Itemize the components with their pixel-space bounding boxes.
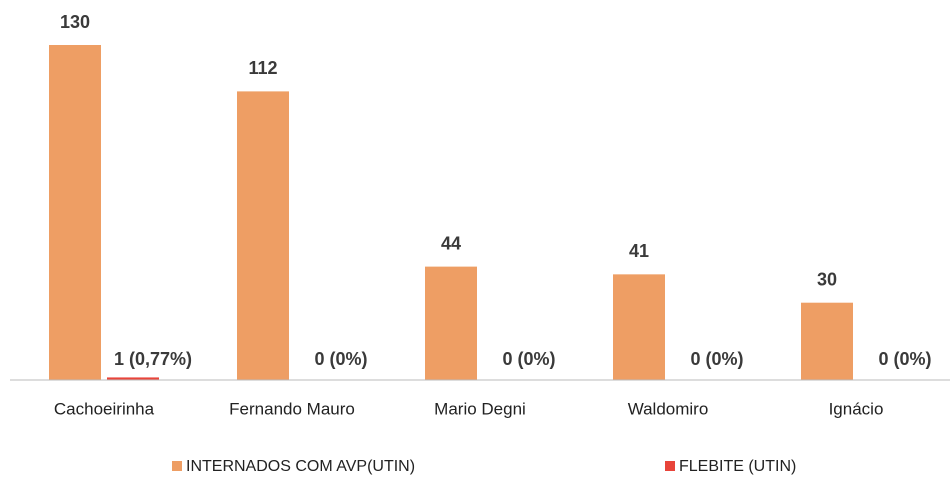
bar (49, 45, 101, 380)
bar (613, 274, 665, 380)
data-label: 130 (60, 12, 90, 32)
bar (237, 91, 289, 380)
legend-swatch (172, 461, 182, 471)
data-label: 0 (0%) (502, 349, 555, 369)
data-label: 0 (0%) (314, 349, 367, 369)
data-label: 112 (248, 58, 277, 78)
x-tick-label: Ignácio (829, 399, 884, 418)
data-label: 44 (441, 233, 461, 253)
x-tick-label: Waldomiro (628, 399, 709, 418)
bar (107, 377, 159, 380)
data-label: 0 (0%) (878, 349, 931, 369)
x-tick-label: Mario Degni (434, 399, 526, 418)
bar (801, 302, 853, 380)
x-tick-label: Cachoeirinha (54, 399, 155, 418)
data-label: 1 (0,77%) (114, 349, 192, 369)
data-label: 0 (0%) (690, 349, 743, 369)
bar (425, 266, 477, 380)
legend-swatch (665, 461, 675, 471)
data-label: 41 (629, 241, 649, 261)
x-tick-label: Fernando Mauro (229, 399, 355, 418)
legend-label: INTERNADOS COM AVP(UTIN) (186, 458, 415, 475)
legend-label: FLEBITE (UTIN) (679, 458, 796, 475)
data-label: 30 (817, 269, 837, 289)
